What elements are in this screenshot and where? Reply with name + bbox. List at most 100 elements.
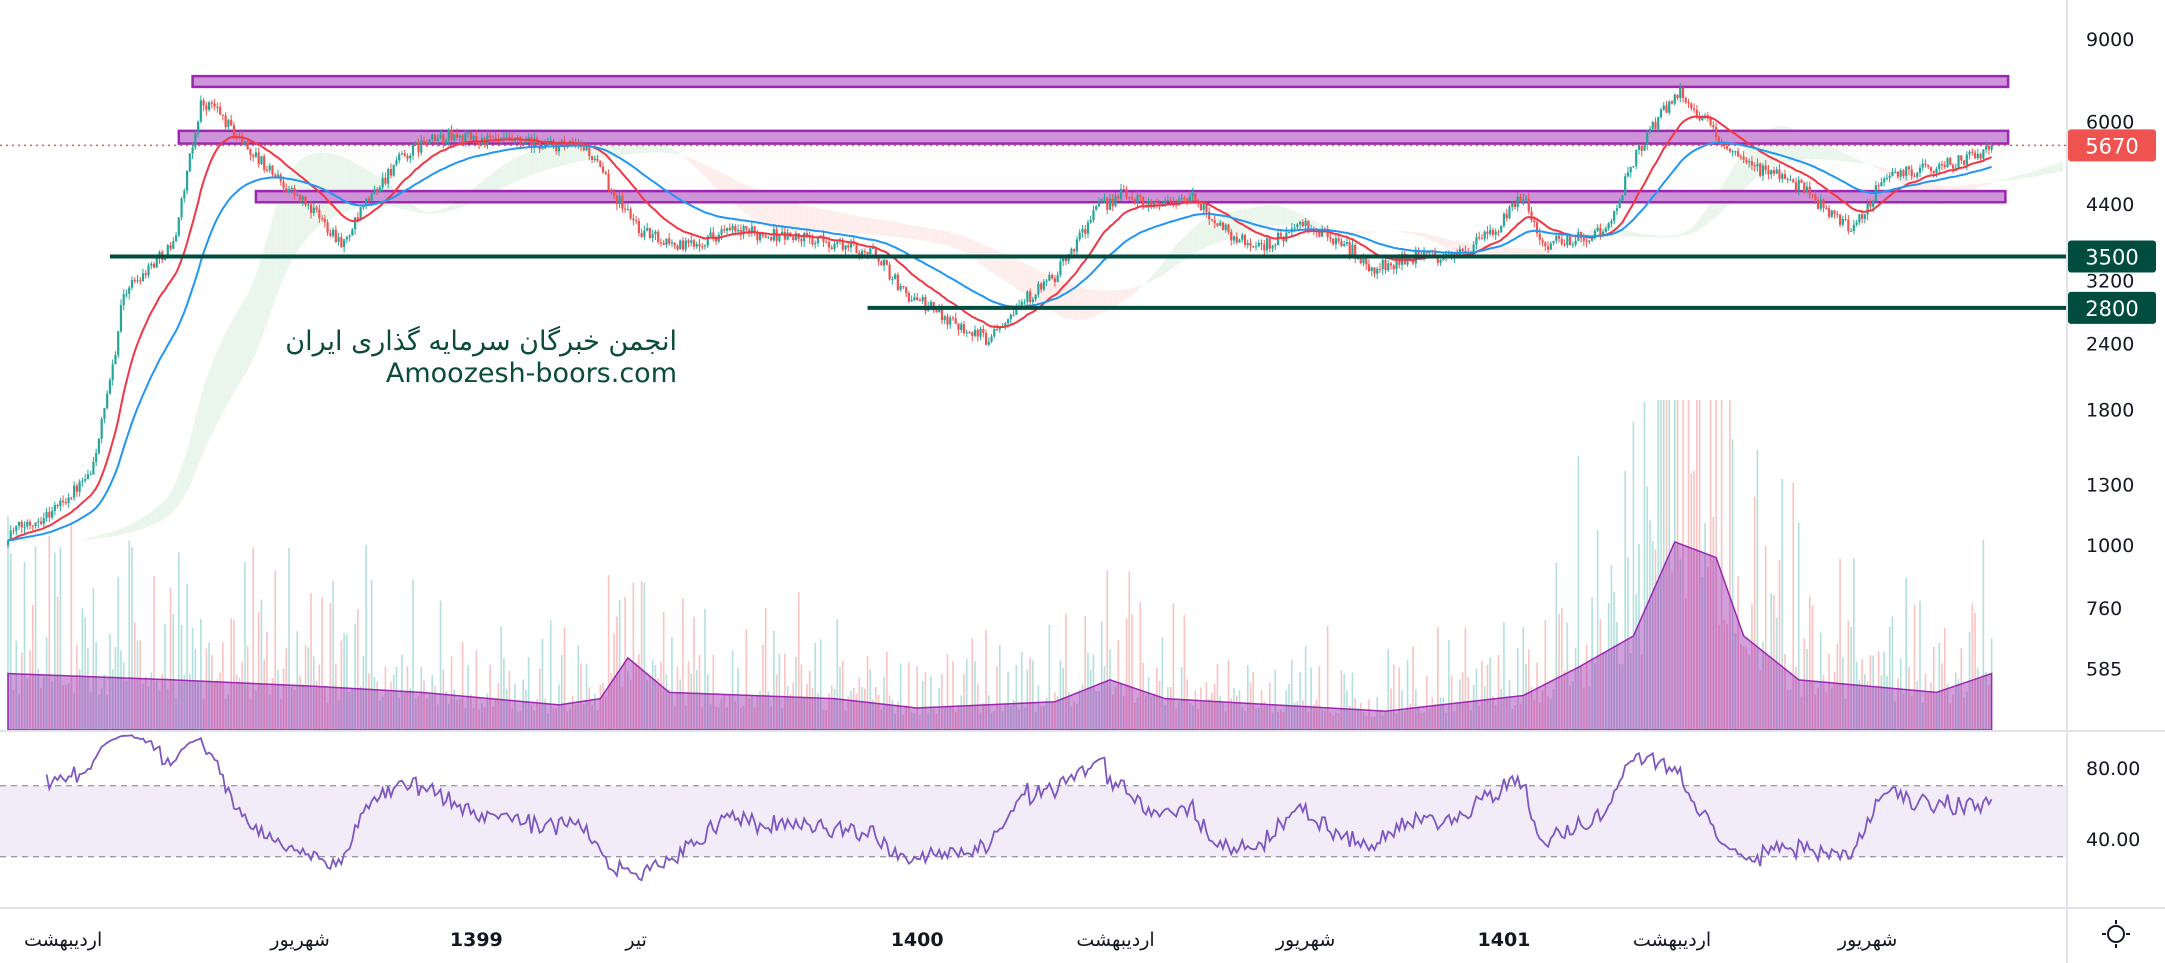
volume-bar xyxy=(365,544,367,730)
volume-bar xyxy=(1288,683,1290,730)
volume-bar xyxy=(1442,697,1445,730)
time-axis-label: تیر xyxy=(624,929,647,951)
volume-bar xyxy=(792,682,794,730)
cloud-segment xyxy=(269,218,273,316)
candle-body xyxy=(1141,196,1145,206)
volume-bar xyxy=(701,706,704,730)
cloud-segment xyxy=(707,165,711,183)
candle-body xyxy=(265,169,269,171)
volume-bar xyxy=(552,708,555,730)
cloud-segment xyxy=(873,218,876,235)
candle-body xyxy=(1599,227,1602,236)
cloud-segment xyxy=(2005,178,2009,181)
candle-body xyxy=(1425,251,1428,254)
volume-bar xyxy=(169,587,172,730)
volume-bar xyxy=(288,548,290,730)
cloud-segment xyxy=(421,209,425,214)
candle-body xyxy=(1794,182,1798,191)
cloud-segment xyxy=(120,527,124,535)
cloud-segment xyxy=(2021,173,2025,179)
candle-body xyxy=(1910,169,1913,177)
volume-bar xyxy=(1439,697,1442,730)
candle-body xyxy=(995,329,999,331)
volume-bar xyxy=(219,672,221,730)
cloud-segment xyxy=(435,210,438,214)
volume-bar xyxy=(178,552,180,730)
volume-bar xyxy=(1558,614,1560,730)
candle-body xyxy=(1202,202,1205,211)
cloud-segment xyxy=(1672,235,1675,237)
candle-body xyxy=(1604,228,1607,232)
candle-body xyxy=(1566,236,1569,246)
candle-body xyxy=(307,204,310,206)
volume-bar xyxy=(76,644,78,730)
volume-bar xyxy=(109,633,111,730)
volume-bar xyxy=(1924,673,1927,730)
candle-body xyxy=(469,132,472,140)
candle-body xyxy=(1078,232,1081,240)
candle-body xyxy=(1772,170,1776,174)
cloud-segment xyxy=(903,223,907,239)
candle-body xyxy=(679,240,682,250)
price-axis-tick: 2400 xyxy=(2086,333,2134,355)
candle-body xyxy=(172,241,175,249)
cloud-segment xyxy=(1200,220,1204,251)
volume-bar xyxy=(1070,707,1073,730)
candle-body xyxy=(208,102,211,110)
time-axis-label: شهریور xyxy=(1275,929,1335,951)
candle-body xyxy=(1745,160,1748,163)
volume-bar xyxy=(1607,602,1610,730)
volume-bar xyxy=(1084,616,1087,730)
volume-bar xyxy=(1704,523,1706,730)
volume-bar xyxy=(354,623,356,730)
settings-icon[interactable] xyxy=(2102,920,2130,948)
cloud-segment xyxy=(658,144,661,153)
volume-bar xyxy=(9,553,12,730)
candle-body xyxy=(282,181,285,189)
candle-body xyxy=(1946,158,1949,168)
candle-body xyxy=(34,522,37,527)
cloud-segment xyxy=(716,170,719,191)
cloud-segment xyxy=(1269,204,1273,227)
volume-bar xyxy=(1850,626,1852,730)
candle-body xyxy=(351,229,354,236)
cloud-segment xyxy=(1220,213,1223,242)
candle-body xyxy=(781,231,784,235)
candle-body xyxy=(1034,294,1037,300)
candle-body xyxy=(1166,200,1169,202)
volume-bar xyxy=(1376,697,1379,730)
cloud-segment xyxy=(1250,207,1254,232)
candle-body xyxy=(524,141,528,143)
volume-bar xyxy=(453,689,456,730)
cloud-segment xyxy=(886,220,890,237)
candle-body xyxy=(1472,244,1475,252)
cloud-segment xyxy=(1065,282,1069,319)
support-price-badge xyxy=(2068,291,2156,324)
candle-body xyxy=(954,318,957,324)
cloud-segment xyxy=(167,492,171,517)
cloud-segment xyxy=(809,206,813,231)
volume-bar xyxy=(348,691,351,730)
volume-bar xyxy=(1456,704,1458,730)
volume-bar xyxy=(1585,644,1588,730)
candle-body xyxy=(409,155,412,159)
volume-bar xyxy=(660,661,662,730)
cloud-segment xyxy=(2060,161,2064,172)
candle-body xyxy=(431,134,434,140)
volume-bar xyxy=(189,674,191,730)
volume-bar xyxy=(450,656,453,730)
volume-bar xyxy=(1569,685,1571,730)
candle-body xyxy=(1376,268,1379,274)
candle-body xyxy=(1321,228,1324,237)
volume-pane xyxy=(7,400,1993,731)
cloud-segment xyxy=(817,207,821,231)
volume-bar xyxy=(1450,675,1453,730)
candle-body xyxy=(1009,314,1012,320)
volume-bar xyxy=(924,672,927,730)
volume-bar xyxy=(808,670,811,730)
cloud-segment xyxy=(1247,208,1251,233)
candle-body xyxy=(753,226,756,232)
candle-body xyxy=(1987,145,1990,150)
cloud-segment xyxy=(906,224,909,239)
